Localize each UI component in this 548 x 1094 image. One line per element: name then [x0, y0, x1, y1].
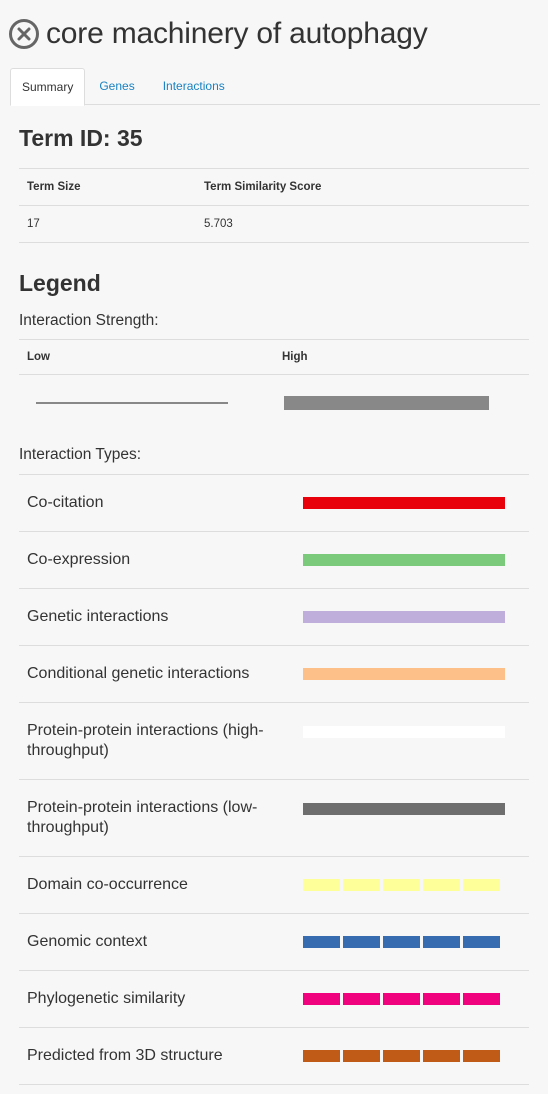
swatch-segment	[463, 879, 500, 891]
interaction-type-label: Co-expression	[27, 551, 131, 568]
interaction-type-swatch	[303, 1050, 500, 1062]
interaction-types-label: Interaction Types:	[19, 446, 142, 463]
interaction-types-legend: Co-citation Co-expression Genetic interact…	[19, 474, 529, 1085]
interaction-type-label: Co-citation	[27, 494, 104, 511]
interaction-type-label: Genomic context	[27, 933, 148, 950]
tab-genes[interactable]: Genes	[99, 79, 135, 93]
list-item: Genetic interactions	[19, 589, 529, 646]
interaction-type-swatch	[303, 668, 505, 680]
interaction-type-label: Conditional genetic interactions	[27, 665, 250, 682]
tab-summary[interactable]: Summary	[10, 68, 86, 106]
list-item: Genomic context	[19, 914, 529, 971]
interaction-type-swatch	[303, 993, 500, 1005]
swatch-segment	[423, 1050, 460, 1062]
swatch-segment	[383, 993, 420, 1005]
list-item: Conditional genetic interactions	[19, 646, 529, 703]
interaction-type-swatch	[303, 611, 505, 623]
strength-header: Low High	[19, 339, 529, 375]
interaction-type-swatch	[303, 936, 500, 948]
list-item: Predicted from 3D structure	[19, 1028, 529, 1085]
swatch-segment	[303, 879, 340, 891]
swatch-segment	[383, 936, 420, 948]
close-icon[interactable]	[8, 18, 40, 50]
interaction-type-label: Domain co-occurrence	[27, 876, 188, 893]
panel-title: core machinery of autophagy	[46, 17, 428, 50]
term-size-value: 17	[19, 205, 196, 243]
swatch-segment	[343, 1050, 380, 1062]
tab-bar: Summary Genes Interactions	[10, 68, 540, 106]
interaction-strength-label: Interaction Strength:	[19, 312, 159, 329]
list-item: Co-expression	[19, 532, 529, 589]
term-id-heading: Term ID: 35	[19, 125, 143, 151]
term-similarity-header: Term Similarity Score	[196, 168, 529, 206]
list-item: Phylogenetic similarity	[19, 971, 529, 1028]
interaction-type-swatch	[303, 879, 500, 891]
interaction-type-label: Predicted from 3D structure	[27, 1047, 223, 1064]
summary-content: Term ID: 35 Term Size Term Similarity Sc…	[0, 123, 548, 1085]
swatch-segment	[463, 936, 500, 948]
interaction-type-label: Genetic interactions	[27, 608, 169, 625]
interaction-type-swatch	[303, 803, 505, 815]
swatch-segment	[303, 993, 340, 1005]
panel-header: core machinery of autophagy	[0, 0, 548, 58]
list-item: Domain co-occurrence	[19, 857, 529, 914]
swatch-segment	[343, 879, 380, 891]
strength-low-line	[36, 401, 228, 404]
swatch-segment	[343, 936, 380, 948]
term-similarity-value: 5.703	[196, 205, 529, 243]
swatch-segment	[463, 993, 500, 1005]
table-row: 17 5.703	[19, 205, 529, 243]
swatch-segment	[343, 993, 380, 1005]
legend-title: Legend	[19, 270, 101, 296]
interaction-strength-legend: Low High	[19, 339, 529, 430]
swatch-segment	[423, 936, 460, 948]
strength-high-line	[284, 395, 489, 410]
swatch-segment	[303, 936, 340, 948]
swatch-segment	[383, 1050, 420, 1062]
swatch-segment	[423, 993, 460, 1005]
strength-bars	[19, 375, 529, 430]
interaction-type-swatch	[303, 554, 505, 566]
interaction-type-label: Protein-protein interactions (low-throug…	[27, 799, 258, 836]
list-item: Protein-protein interactions (low-throug…	[19, 780, 529, 857]
term-table-header: Term Size Term Similarity Score	[19, 168, 529, 206]
term-size-header: Term Size	[19, 168, 196, 206]
list-item: Protein-protein interactions (high-throu…	[19, 703, 529, 780]
strength-low-label: Low	[27, 351, 50, 363]
interaction-type-swatch	[303, 726, 505, 738]
interaction-type-label: Phylogenetic similarity	[27, 990, 186, 1007]
swatch-segment	[463, 1050, 500, 1062]
interaction-type-label: Protein-protein interactions (high-throu…	[27, 722, 264, 759]
interaction-type-swatch	[303, 497, 505, 509]
strength-high-label: High	[282, 351, 308, 363]
swatch-segment	[383, 879, 420, 891]
list-item: Co-citation	[19, 475, 529, 532]
swatch-segment	[303, 1050, 340, 1062]
term-table: Term Size Term Similarity Score 17 5.703	[19, 168, 529, 243]
swatch-segment	[423, 879, 460, 891]
tab-interactions[interactable]: Interactions	[162, 79, 225, 93]
